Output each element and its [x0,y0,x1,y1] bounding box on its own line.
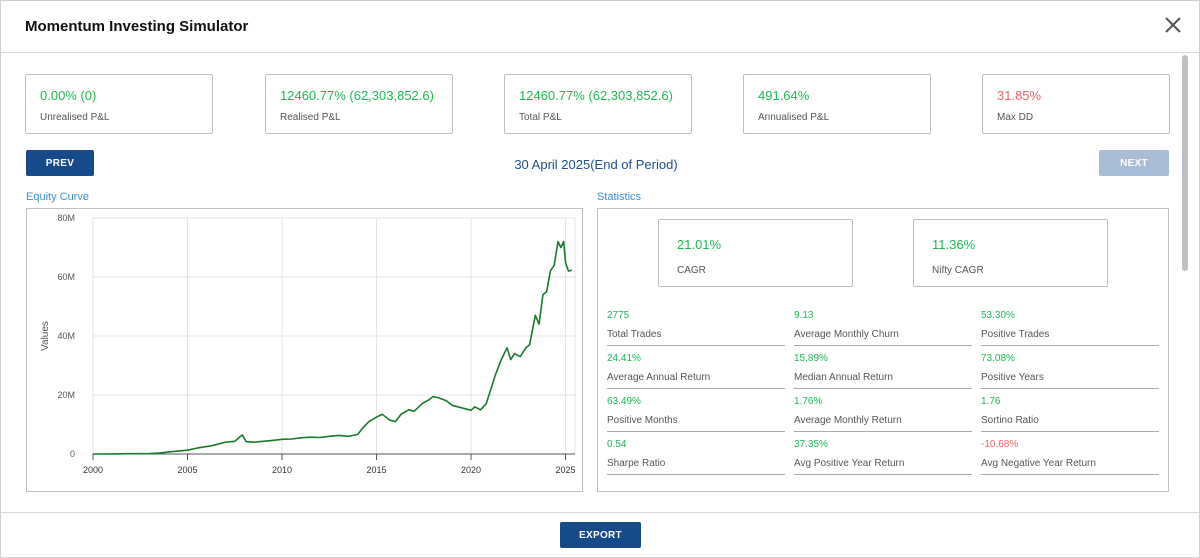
metric-label: Positive Trades [981,329,1050,340]
x-tick-label: 2010 [272,465,292,475]
metric-sortino-ratio: 1.76 Sortino Ratio [981,396,1159,432]
annualised-pnl-label: Annualised P&L [758,112,830,123]
metric-average-monthly-churn: 9.13 Average Monthly Churn [794,310,972,346]
nifty-cagr-value: 11.36% [932,237,976,252]
equity-chart-svg: 0 20M 40M 60M 80M 2000 2005 2010 2015 2020 2025 Val… [40,213,576,475]
equity-curve-chart: 0 20M 40M 60M 80M 2000 2005 2010 2015 2020 2025 Val… [26,208,583,492]
y-tick-label: 40M [57,331,75,341]
metric-value: 63.49% [607,396,641,407]
next-button[interactable]: NEXT [1099,150,1169,176]
total-pnl-label: Total P&L [519,112,562,123]
metric-label: Total Trades [607,329,662,340]
prev-button[interactable]: PREV [26,150,94,176]
equity-line [92,240,573,455]
metric-positive-trades: 53.30% Positive Trades [981,310,1159,346]
y-tick-label: 80M [57,213,75,223]
nifty-cagr-card: 11.36% Nifty CAGR [913,219,1108,287]
metric-avg-negative-year-return: -10.68% Avg Negative Year Return [981,439,1159,475]
x-tick-label: 2020 [461,465,481,475]
metric-value: 15.89% [794,353,828,364]
cagr-card: 21.01% CAGR [658,219,853,287]
annualised-pnl-value: 491.64% [758,88,810,103]
max-dd-card: 31.85% Max DD [982,74,1170,134]
metric-label: Sortino Ratio [981,415,1039,426]
modal-footer: EXPORT [1,512,1199,558]
metric-value: 2775 [607,310,630,321]
metric-positive-years: 73.08% Positive Years [981,353,1159,389]
metric-label: Average Monthly Churn [794,329,899,340]
metric-positive-months: 63.49% Positive Months [607,396,785,432]
metric-label: Avg Negative Year Return [981,458,1096,469]
metric-label: Average Monthly Return [794,415,902,426]
metric-value: 1.76% [794,396,823,407]
modal-scrollbar[interactable] [1179,53,1191,511]
metric-average-annual-return: 24.41% Average Annual Return [607,353,785,389]
metric-sharpe-ratio: 0.54 Sharpe Ratio [607,439,785,475]
metric-value: -10.68% [981,439,1019,450]
modal-title: Momentum Investing Simulator [25,18,249,35]
realised-pnl-value: 12460.77% (62,303,852.6) [280,88,434,103]
unrealised-pnl-value: 0.00% (0) [40,88,97,103]
total-pnl-value: 12460.77% (62,303,852.6) [519,88,673,103]
metric-label: Median Annual Return [794,372,893,383]
max-dd-label: Max DD [997,112,1034,123]
x-tick-label: 2015 [367,465,387,475]
export-button[interactable]: EXPORT [560,522,641,548]
x-tick-label: 2025 [556,465,576,475]
metric-median-annual-return: 15.89% Median Annual Return [794,353,972,389]
metric-label: Sharpe Ratio [607,458,666,469]
metric-value: 37.35% [794,439,828,450]
metric-avg-positive-year-return: 37.35% Avg Positive Year Return [794,439,972,475]
unrealised-pnl-card: 0.00% (0) Unrealised P&L [25,74,213,134]
equity-curve-title: Equity Curve [26,191,89,203]
realised-pnl-label: Realised P&L [280,112,341,123]
realised-pnl-card: 12460.77% (62,303,852.6) Realised P&L [265,74,453,134]
total-pnl-card: 12460.77% (62,303,852.6) Total P&L [504,74,692,134]
unrealised-pnl-label: Unrealised P&L [40,112,110,123]
x-tick-label: 2000 [83,465,103,475]
max-dd-value: 31.85% [997,88,1042,103]
nifty-cagr-label: Nifty CAGR [932,265,984,276]
period-label: 30 April 2025(End of Period) [514,157,678,172]
cagr-label: CAGR [677,265,706,276]
close-button[interactable] [1161,13,1185,37]
y-tick-label: 60M [57,272,75,282]
y-tick-label: 20M [57,390,75,400]
metric-label: Average Annual Return [607,372,711,383]
metric-total-trades: 2775 Total Trades [607,310,785,346]
modal-header: Momentum Investing Simulator [1,1,1199,53]
metric-value: 53.30% [981,310,1015,321]
metric-label: Positive Years [981,372,1044,383]
cagr-value: 21.01% [677,237,722,252]
metric-label: Avg Positive Year Return [794,458,905,469]
annualised-pnl-card: 491.64% Annualised P&L [743,74,931,134]
metric-value: 1.76 [981,396,1001,407]
metric-value: 73.08% [981,353,1015,364]
y-axis-label: Values [40,321,51,351]
statistics-title: Statistics [597,191,642,203]
metric-value: 9.13 [794,310,814,321]
metric-value: 24.41% [607,353,641,364]
metric-average-monthly-return: 1.76% Average Monthly Return [794,396,972,432]
statistics-panel: 21.01% CAGR 11.36% Nifty CAGR 2775 Total… [597,208,1169,492]
x-tick-label: 2005 [177,465,197,475]
metric-value: 0.54 [607,439,627,450]
y-tick-label: 0 [70,449,75,459]
metric-label: Positive Months [607,415,678,426]
close-icon [1165,17,1181,33]
scrollbar-thumb[interactable] [1182,55,1188,271]
